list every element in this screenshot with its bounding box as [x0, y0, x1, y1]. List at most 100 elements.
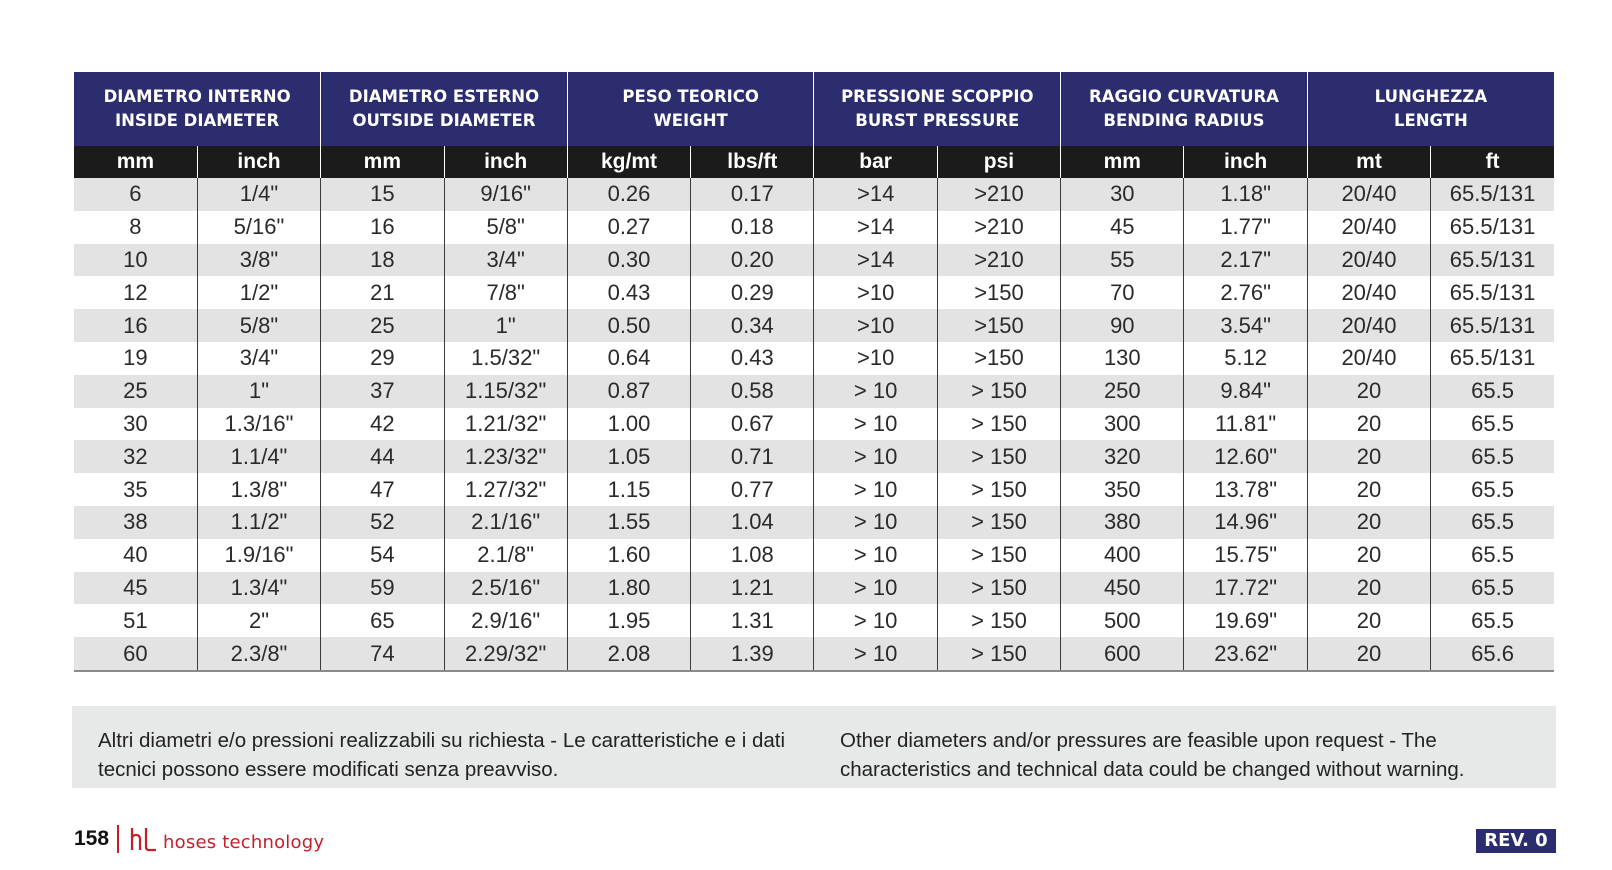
- table-cell: 35: [74, 473, 198, 506]
- table-cell: 2.08: [566, 637, 691, 672]
- table-cell: 20: [1306, 505, 1431, 539]
- unit-header: inch: [1183, 146, 1308, 178]
- table-cell: 2.5/16": [443, 571, 568, 605]
- table-cell: 1.1/2": [196, 505, 321, 539]
- table-row: 32 1.1/4" 44 1.23/32" 1.05 0.71 > 10 > 150 320 12…: [74, 440, 1554, 474]
- table-cell: > 150: [936, 473, 1061, 506]
- table-cell: 380: [1060, 505, 1184, 539]
- table-cell: 65: [320, 604, 444, 638]
- table-cell: 65.5/131: [1430, 210, 1554, 244]
- table-cell: 350: [1060, 473, 1184, 506]
- table-cell: 0.43: [690, 341, 814, 375]
- table-cell: 1.80: [566, 571, 691, 605]
- table-cell: 5/8": [196, 309, 321, 342]
- table-cell: > 150: [936, 637, 1061, 672]
- table-cell: 15: [320, 178, 444, 211]
- table-cell: 42: [320, 407, 444, 441]
- table-cell: 20: [1306, 440, 1431, 474]
- table-cell: 23.62": [1183, 637, 1308, 672]
- table-cell: 32: [74, 440, 198, 474]
- table-cell: 16: [74, 309, 198, 342]
- table-cell: 0.18: [690, 210, 814, 244]
- table-cell: 1.31: [690, 604, 814, 638]
- disclaimer-italian: Altri diametri e/o pressioni realizzabil…: [98, 729, 786, 781]
- unit-header: bar: [813, 146, 938, 178]
- table-cell: > 10: [813, 473, 938, 506]
- table-cell: 20/40: [1306, 341, 1431, 375]
- group-header-bending-radius: RAGGIO CURVATURA BENDING RADIUS: [1060, 72, 1308, 146]
- table-cell: > 10: [813, 505, 938, 539]
- table-row: 16 5/8" 25 1" 0.50 0.34 >10 >150 90 3.54" 20/40 65.…: [74, 309, 1554, 342]
- table-cell: 20/40: [1306, 309, 1431, 342]
- table-cell: > 150: [936, 440, 1061, 474]
- table-cell: 1.05: [566, 440, 691, 474]
- table-cell: 1.18": [1183, 178, 1308, 211]
- table-cell: 1.04: [690, 505, 814, 539]
- table-cell: > 10: [813, 374, 938, 408]
- table-cell: 13.78": [1183, 473, 1308, 506]
- table-cell: >150: [936, 309, 1061, 342]
- table-cell: 2.76": [1183, 276, 1308, 310]
- table-cell: 450: [1060, 571, 1184, 605]
- table-cell: 20: [1306, 473, 1431, 506]
- table-cell: > 10: [813, 571, 938, 605]
- table-cell: 90: [1060, 309, 1184, 342]
- table-cell: 1.15/32": [443, 374, 568, 408]
- table-cell: 55: [1060, 243, 1184, 277]
- table-cell: 65.5: [1430, 538, 1554, 572]
- table-cell: 7/8": [443, 276, 568, 310]
- table-cell: 25: [74, 374, 198, 408]
- table-cell: 70: [1060, 276, 1184, 310]
- unit-header-row: mm inch mm inch kg/mt lbs/ft bar psi mm …: [74, 146, 1554, 178]
- table-cell: 25: [320, 309, 444, 342]
- brand-name: hoses technology: [163, 831, 325, 853]
- table-cell: 1": [443, 309, 568, 342]
- table-cell: 37: [320, 374, 444, 408]
- table-row: 19 3/4" 29 1.5/32" 0.64 0.43 >10 >150 130 5.12 20/…: [74, 341, 1554, 375]
- table-cell: >14: [813, 243, 938, 277]
- table-cell: 20: [1306, 637, 1431, 672]
- table-cell: 65.5: [1430, 473, 1554, 506]
- table-cell: 1.27/32": [443, 473, 568, 506]
- page-number: 158: [74, 827, 110, 850]
- table-cell: 74: [320, 637, 444, 672]
- table-cell: 1.60: [566, 538, 691, 572]
- revision-badge: REV. 0: [1476, 829, 1556, 853]
- table-row: 45 1.3/4" 59 2.5/16" 1.80 1.21 > 10 > 150 450 17.…: [74, 571, 1554, 605]
- table-cell: > 10: [813, 637, 938, 672]
- table-cell: >210: [936, 178, 1061, 211]
- unit-header: inch: [443, 146, 568, 178]
- table-cell: > 150: [936, 407, 1061, 441]
- group-header-inside-diameter: DIAMETRO INTERNO INSIDE DIAMETER: [74, 72, 321, 146]
- table-cell: 38: [74, 505, 198, 539]
- table-cell: 52: [320, 505, 444, 539]
- table-cell: 1.77": [1183, 210, 1308, 244]
- table-cell: 3/4": [443, 243, 568, 277]
- table-cell: 20: [1306, 604, 1431, 638]
- group-header-burst-pressure: PRESSIONE SCOPPIO BURST PRESSURE: [813, 72, 1061, 146]
- table-cell: 29: [320, 341, 444, 375]
- table-cell: 3.54": [1183, 309, 1308, 342]
- table-cell: 9.84": [1183, 374, 1308, 408]
- table-cell: 65.5: [1430, 440, 1554, 474]
- table-cell: 500: [1060, 604, 1184, 638]
- table-cell: 1.3/16": [196, 407, 321, 441]
- table-cell: 1.00: [566, 407, 691, 441]
- group-header-outside-diameter: DIAMETRO ESTERNO OUTSIDE DIAMETER: [320, 72, 568, 146]
- table-row: 60 2.3/8" 74 2.29/32" 2.08 1.39 > 10 > 150 600 23…: [74, 637, 1554, 672]
- table-cell: 65.5/131: [1430, 276, 1554, 310]
- table-cell: 6: [74, 178, 198, 211]
- table-cell: 1/2": [196, 276, 321, 310]
- table-cell: 20/40: [1306, 210, 1431, 244]
- table-cell: > 150: [936, 604, 1061, 638]
- table-cell: 0.17: [690, 178, 814, 211]
- table-cell: 18: [320, 243, 444, 277]
- table-cell: 2.1/16": [443, 505, 568, 539]
- table-cell: 14.96": [1183, 505, 1308, 539]
- table-row: 38 1.1/2" 52 2.1/16" 1.55 1.04 > 10 > 150 380 14.…: [74, 505, 1554, 539]
- table-cell: >150: [936, 341, 1061, 375]
- table-cell: 1.39: [690, 637, 814, 672]
- table-cell: 65.5/131: [1430, 243, 1554, 277]
- table-cell: 320: [1060, 440, 1184, 474]
- table-cell: 9/16": [443, 178, 568, 211]
